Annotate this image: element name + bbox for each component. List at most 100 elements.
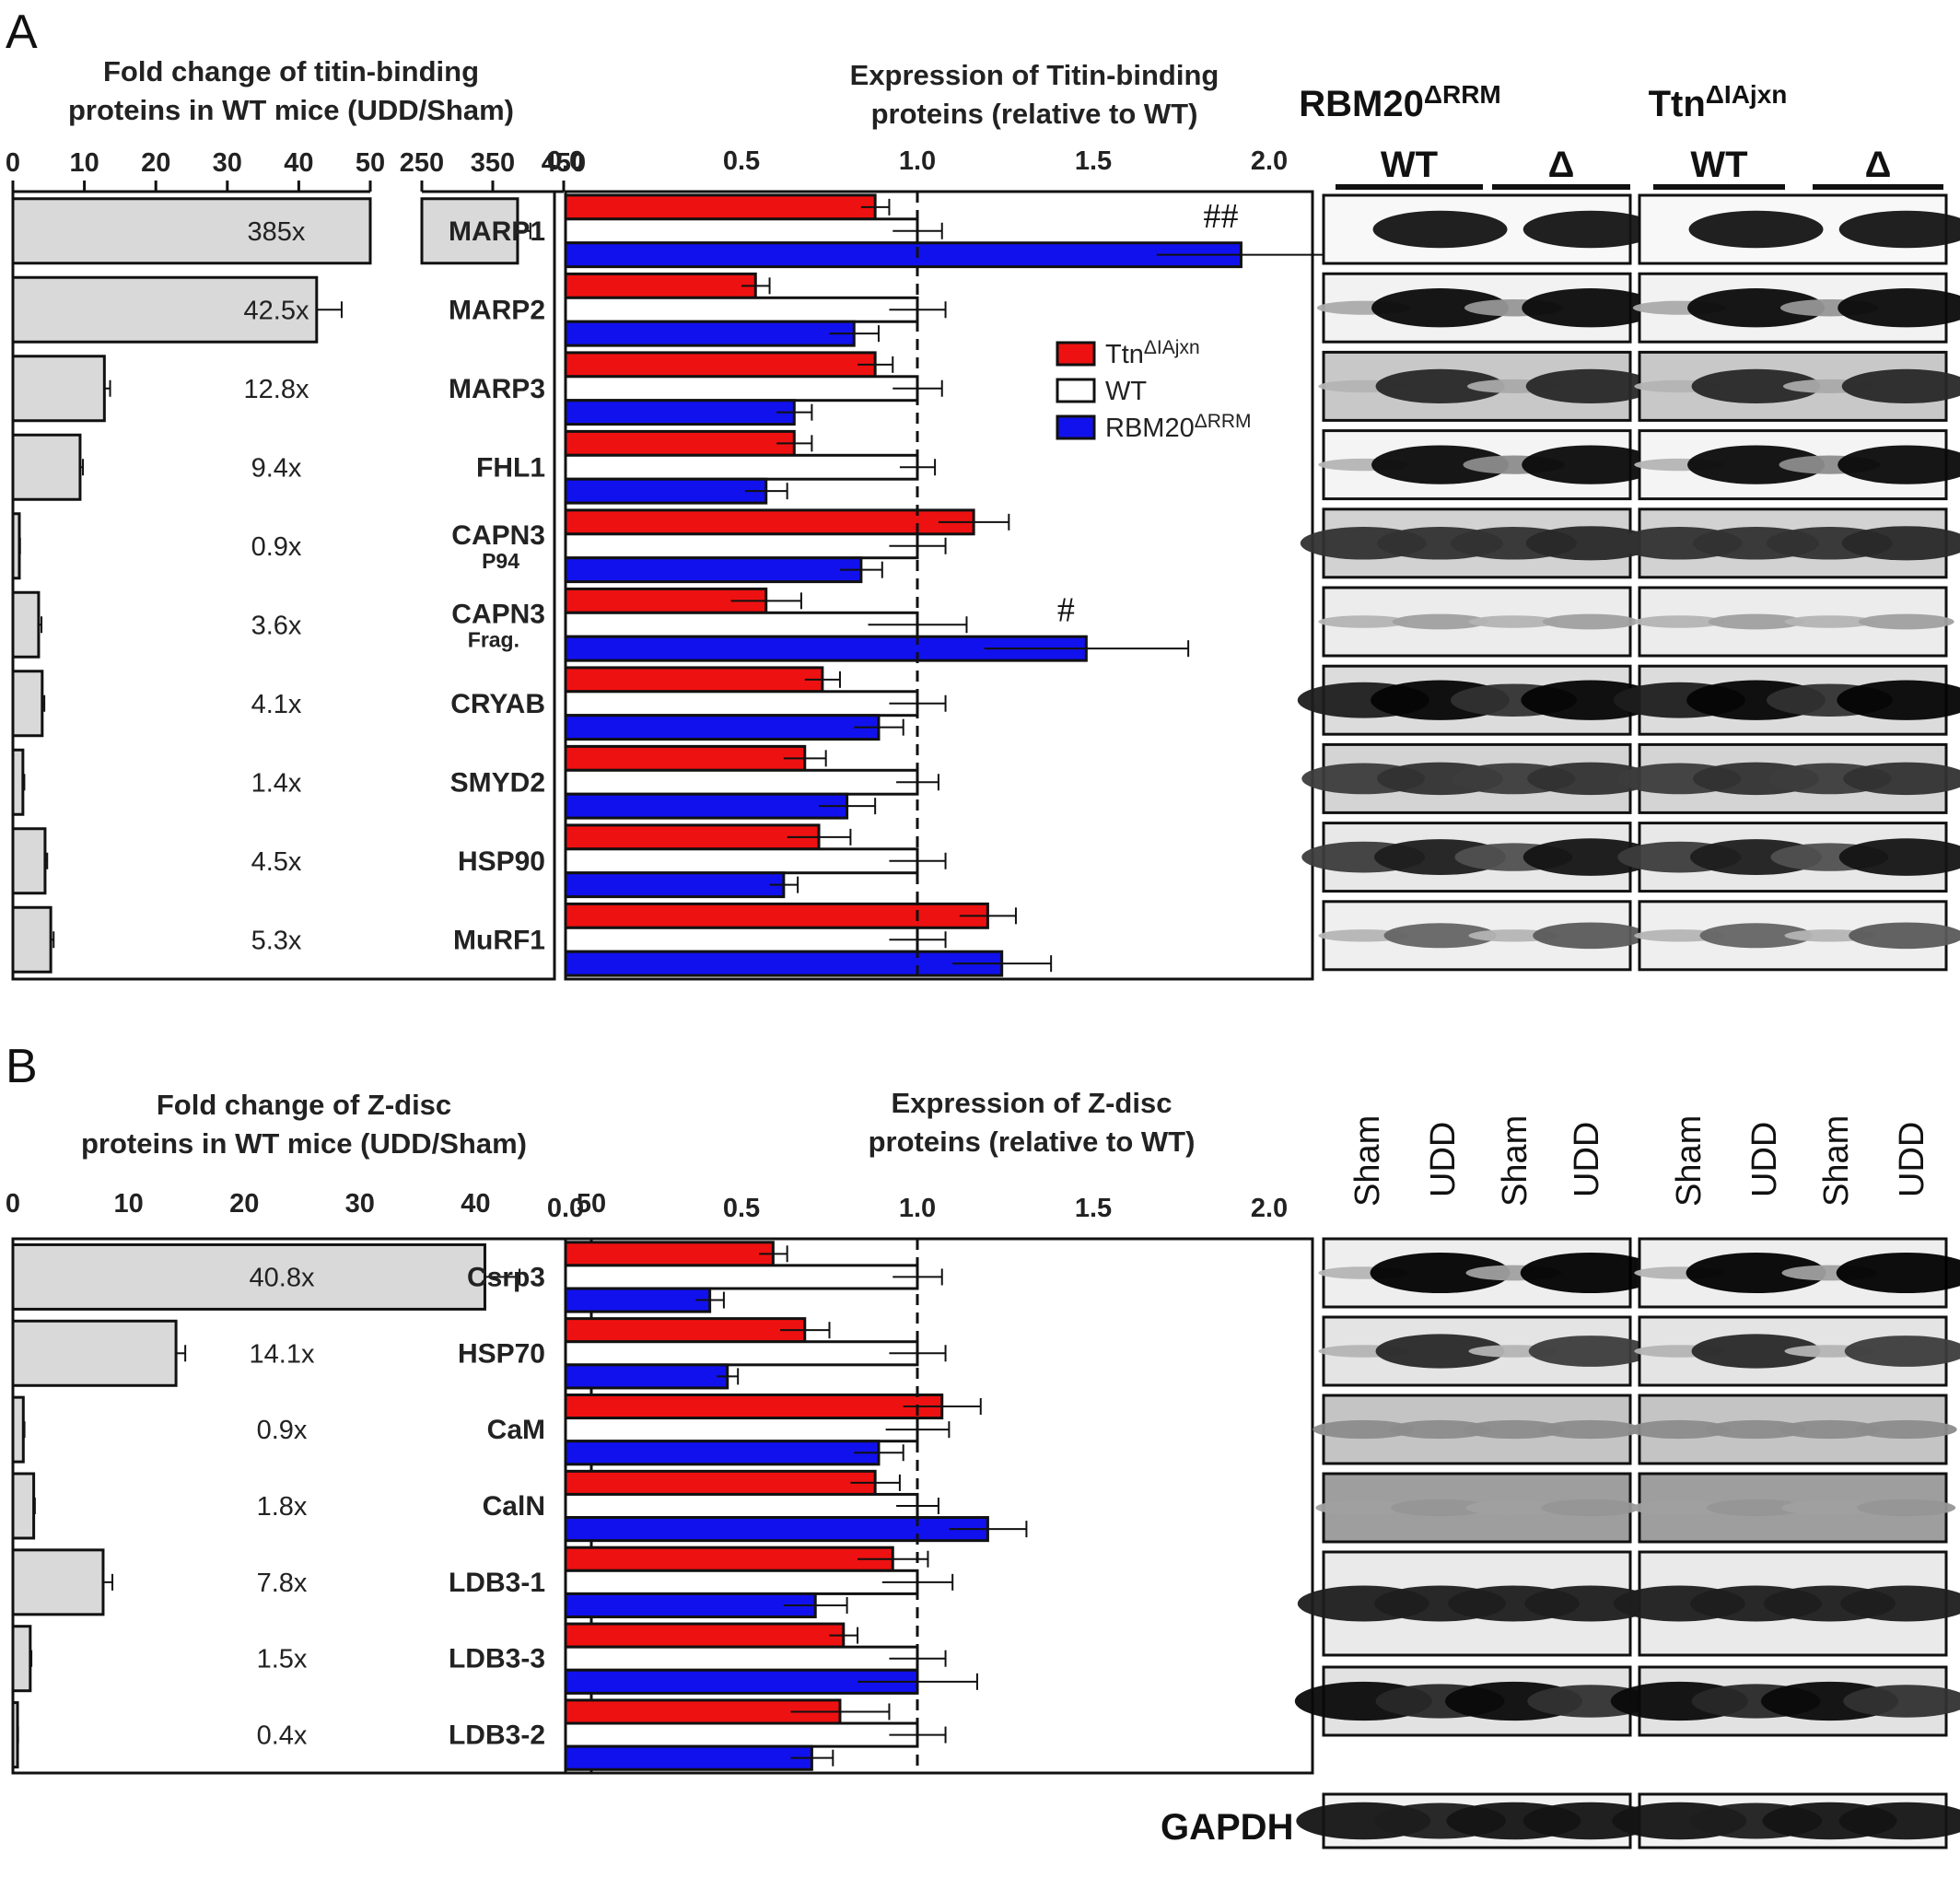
bar	[11, 512, 21, 580]
zdisc-band	[1541, 1499, 1640, 1517]
zdisc-band	[1520, 1253, 1661, 1293]
bar	[564, 477, 768, 505]
category-label: SMYD2	[450, 767, 545, 798]
zdisc-band	[1843, 1685, 1960, 1718]
category-label: HSP70	[458, 1338, 545, 1369]
data-label: 14.1x	[250, 1339, 315, 1369]
bar	[564, 1340, 919, 1367]
data-label: 40.8x	[250, 1263, 315, 1292]
zdisc-band	[1840, 1585, 1960, 1622]
zdisc-band	[1631, 1499, 1728, 1516]
blot-header-rbm20: RBM20ΔRRM	[1299, 80, 1500, 124]
bar	[11, 1625, 32, 1693]
bar	[564, 690, 919, 717]
x-tick-label: 10	[113, 1189, 143, 1219]
bar	[564, 611, 919, 638]
bar	[564, 1317, 807, 1344]
zdisc-band	[1857, 1499, 1956, 1517]
zdisc-band	[1463, 1419, 1565, 1440]
bar	[564, 1622, 846, 1649]
ttn-superscript: ΔIAjxn	[1706, 80, 1788, 109]
expression-titin-chart: Expression of Titin-binding proteins (rel…	[449, 59, 1327, 981]
lane-headers-b: Sham UDD Sham UDD Sham UDD Sham UDD	[1348, 1115, 1931, 1207]
x-tick-label: 0.0	[547, 1194, 584, 1223]
lane-header: UDD	[1424, 1122, 1463, 1197]
fold-change-titin-chart: Fold change of titin-binding proteins in …	[6, 55, 586, 981]
zdisc-band	[1781, 1499, 1878, 1516]
category-label: FHL1	[476, 452, 545, 483]
bar	[11, 905, 52, 974]
legend-label: WT	[1105, 377, 1147, 406]
data-label: 7.8x	[257, 1569, 308, 1598]
bar	[564, 241, 1242, 269]
data-label: 12.8x	[244, 375, 309, 404]
legend-swatch	[1056, 341, 1096, 367]
lane-header: Δ	[1865, 145, 1892, 185]
titin-band	[1375, 368, 1505, 403]
titin-band	[1837, 680, 1960, 720]
titin-band	[1838, 445, 1960, 484]
titin-band	[1687, 288, 1826, 328]
significance-mark: #	[1057, 590, 1075, 629]
zdisc-band	[1391, 1499, 1490, 1517]
lane-header: Sham	[1348, 1115, 1387, 1207]
legend-label: RBM20ΔRRM	[1105, 411, 1252, 443]
category-label: Csrp3	[467, 1262, 545, 1292]
category-label: HSP90	[458, 846, 545, 877]
lane-header: UDD	[1568, 1122, 1606, 1197]
titin-band	[1838, 288, 1960, 328]
gapdh-label: GAPDH	[1161, 1807, 1293, 1848]
lane-headers-a: WT Δ WT Δ	[1336, 145, 1943, 190]
bar	[564, 714, 881, 741]
panel-label-a: A	[6, 6, 38, 59]
zdisc-band	[1779, 1419, 1881, 1440]
bar	[564, 926, 919, 953]
bar	[11, 1395, 25, 1464]
x-tick-label: 250	[400, 148, 444, 178]
zdisc-band	[1312, 1419, 1415, 1440]
titin-band	[1522, 838, 1658, 876]
bar	[564, 902, 989, 929]
lane-header: Δ	[1548, 145, 1575, 185]
titin-band	[1838, 838, 1960, 876]
svg-text:RBM20ΔRRM: RBM20ΔRRM	[1299, 80, 1500, 124]
bar	[564, 1492, 919, 1520]
fold-change-zdisc-chart: Fold change of Z-disc proteins in WT mice…	[6, 1089, 606, 1775]
bar-broken-part	[420, 197, 519, 265]
lane-header: Sham	[1496, 1115, 1534, 1207]
chart-title-line: Expression of Z-disc	[892, 1087, 1172, 1119]
zdisc-band	[1389, 1419, 1491, 1440]
category-label: LDB3-1	[449, 1568, 545, 1598]
plot-frame	[564, 190, 1314, 981]
titin-band	[1383, 923, 1497, 949]
rbm20-label: RBM20	[1299, 84, 1424, 124]
zdisc-band	[1855, 1419, 1957, 1440]
legend-swatch	[1056, 378, 1096, 403]
titin-band	[1542, 613, 1639, 630]
category-sublabel: Frag.	[468, 627, 519, 651]
bar	[564, 871, 786, 899]
lane-header: WT	[1381, 145, 1438, 185]
category-label: LDB3-2	[449, 1721, 545, 1751]
x-tick-label: 350	[471, 148, 515, 178]
bar	[564, 1569, 919, 1595]
chart-title-line: Expression of Titin-binding	[850, 59, 1219, 91]
bar	[11, 197, 372, 265]
legend-label: TtnΔIAjxn	[1105, 337, 1200, 369]
expression-zdisc-chart: Expression of Z-disc proteins (relative t…	[449, 1087, 1314, 1775]
bar	[11, 1472, 36, 1540]
titin-band	[1841, 368, 1960, 403]
significance-mark: ##	[1203, 197, 1238, 236]
x-tick-label: 0.5	[723, 1194, 760, 1223]
blot-header-ttn: TtnΔIAjxn	[1649, 80, 1788, 124]
titin-band	[1468, 615, 1559, 628]
x-tick-label: 20	[141, 148, 170, 178]
panel-label-b: B	[6, 1040, 38, 1093]
titin-band	[1318, 615, 1409, 628]
data-label: 1.8x	[257, 1492, 308, 1522]
bar	[564, 768, 919, 796]
svg-text:TtnΔIAjxn: TtnΔIAjxn	[1649, 80, 1788, 124]
bar	[564, 1546, 894, 1572]
zdisc-band	[1315, 1499, 1412, 1516]
category-label: LDB3-3	[449, 1644, 545, 1674]
